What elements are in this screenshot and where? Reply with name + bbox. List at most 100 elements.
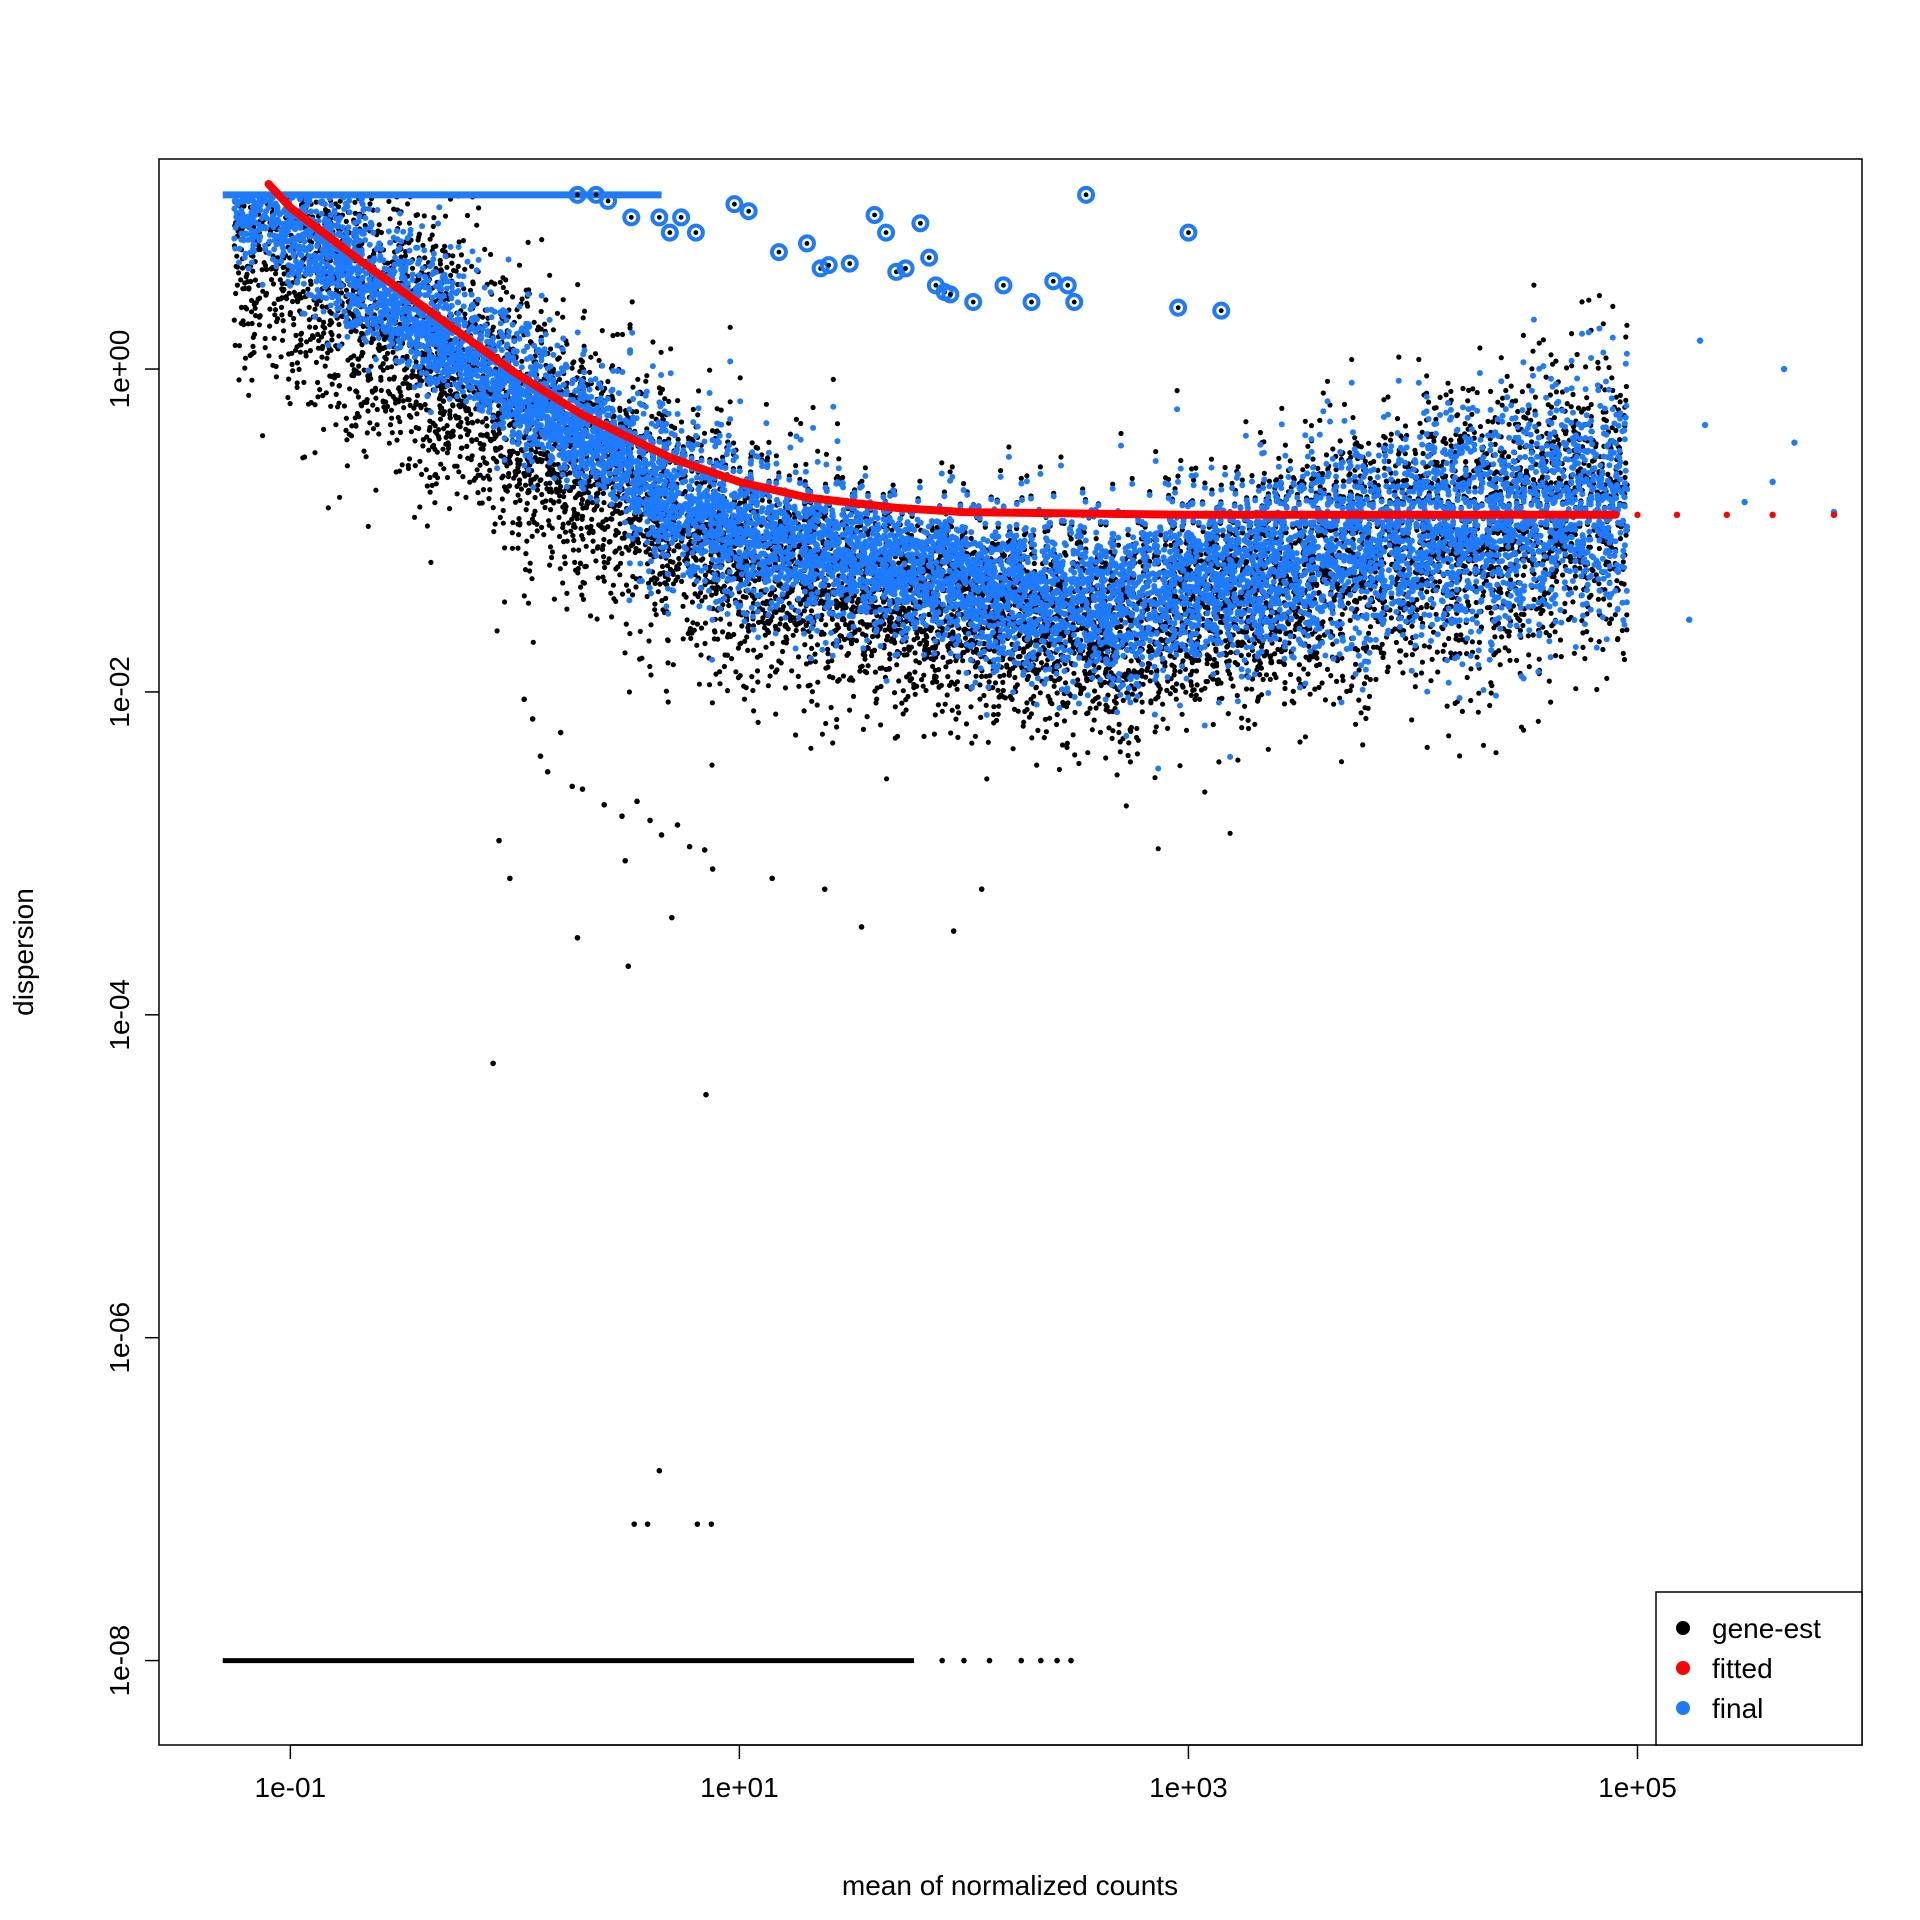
gene-est-point [234, 282, 240, 288]
gene-est-point [972, 733, 979, 739]
gene-est-point [1242, 703, 1248, 709]
gene-est-point [949, 464, 955, 470]
gene-est-point [1385, 394, 1391, 400]
gene-est-point [830, 376, 836, 382]
gene-est-point [890, 482, 896, 488]
gene-est-point [763, 401, 770, 407]
gene-est-point [409, 265, 416, 271]
gene-est-point [609, 363, 616, 369]
gene-est-point [609, 614, 615, 620]
gene-est-point [1361, 681, 1367, 687]
gene-est-point [1584, 629, 1590, 635]
gene-est-point [556, 514, 562, 521]
gene-est-point [1350, 415, 1356, 421]
gene-est-point [627, 631, 633, 637]
gene-est-point [301, 379, 307, 385]
gene-est-point [541, 532, 547, 538]
gene-est-point [380, 361, 386, 367]
gene-est-point [1367, 624, 1374, 630]
gene-est-point [1529, 439, 1535, 445]
gene-est-point [1024, 473, 1030, 479]
gene-est-point [1082, 668, 1088, 675]
gene-est-point [305, 286, 311, 292]
gene-est-point [1363, 715, 1369, 722]
gene-est-point [510, 520, 516, 526]
gene-est-point [802, 642, 808, 648]
gene-est-point [406, 220, 413, 226]
gene-est-point [384, 350, 391, 356]
gene-est-point [1305, 671, 1311, 677]
gene-est-point [1506, 421, 1512, 427]
gene-est-point [754, 668, 761, 674]
gene-est-point [1623, 383, 1629, 390]
gene-est-point [1474, 654, 1480, 660]
gene-est-point [1180, 684, 1186, 690]
gene-est-point [629, 299, 635, 305]
gene-est-point [1433, 416, 1439, 422]
gene-est-point [1347, 450, 1353, 456]
gene-est-point [1517, 444, 1523, 450]
gene-est-point [1503, 387, 1509, 394]
gene-est-point [1331, 701, 1337, 707]
gene-est-point [1164, 687, 1170, 694]
gene-est-point [626, 689, 633, 695]
gene-est-point [1177, 763, 1183, 769]
gene-est-point [1113, 700, 1119, 706]
gene-est-point [1091, 717, 1097, 723]
gene-est-point [561, 554, 568, 560]
gene-est-point [1488, 610, 1494, 616]
gene-est-point [1029, 735, 1035, 741]
gene-est-point [1033, 684, 1039, 690]
gene-est-point [1529, 366, 1535, 372]
gene-est-point [1352, 435, 1358, 441]
gene-est-point [1076, 760, 1082, 767]
gene-est-point [1227, 830, 1233, 836]
gene-est-point [969, 740, 975, 746]
gene-est-point [635, 376, 641, 382]
gene-est-point [383, 356, 389, 362]
gene-est-point [402, 253, 408, 259]
gene-est-point [289, 361, 295, 367]
gene-est-point [690, 406, 696, 412]
gene-est-point [319, 354, 325, 360]
gene-est-point [954, 686, 960, 692]
gene-est-point [1393, 639, 1399, 646]
gene-est-point [233, 290, 239, 297]
gene-est-point [509, 545, 516, 551]
gene-est-point [1493, 750, 1499, 756]
gene-est-point [502, 599, 508, 605]
gene-est-point [542, 504, 548, 511]
gene-est-point [953, 716, 959, 722]
gene-est-point [1569, 363, 1575, 369]
gene-est-point [500, 284, 506, 291]
gene-est-point [414, 411, 420, 417]
gene-est-point [773, 453, 780, 459]
gene-est-point [1109, 735, 1115, 742]
gene-est-point [836, 456, 842, 462]
gene-est-point [634, 409, 640, 415]
gene-est-point [1580, 644, 1586, 651]
gene-est-point [1485, 418, 1491, 424]
gene-est-point [1551, 574, 1557, 580]
gene-est-point [1585, 405, 1591, 411]
gene-est-point [1443, 440, 1449, 446]
gene-est-point [1118, 430, 1124, 437]
gene-est-point [1476, 690, 1482, 696]
gene-est-point [1334, 678, 1340, 685]
gene-est-point [646, 546, 652, 552]
gene-est-point [1531, 282, 1537, 288]
gene-est-point [1610, 303, 1616, 309]
gene-est-point [929, 527, 936, 533]
gene-est-point [901, 646, 907, 652]
gene-est-point [1037, 690, 1043, 696]
gene-est-point [1290, 475, 1296, 481]
gene-est-point [312, 306, 318, 312]
gene-est-point [529, 576, 535, 582]
gene-est-point [278, 304, 285, 310]
gene-est-point [1020, 723, 1026, 729]
gene-est-point [1428, 678, 1434, 684]
gene-est-point [1429, 656, 1435, 663]
gene-est-point [808, 608, 815, 614]
gene-est-point [630, 384, 636, 390]
gene-est-point [462, 311, 468, 317]
